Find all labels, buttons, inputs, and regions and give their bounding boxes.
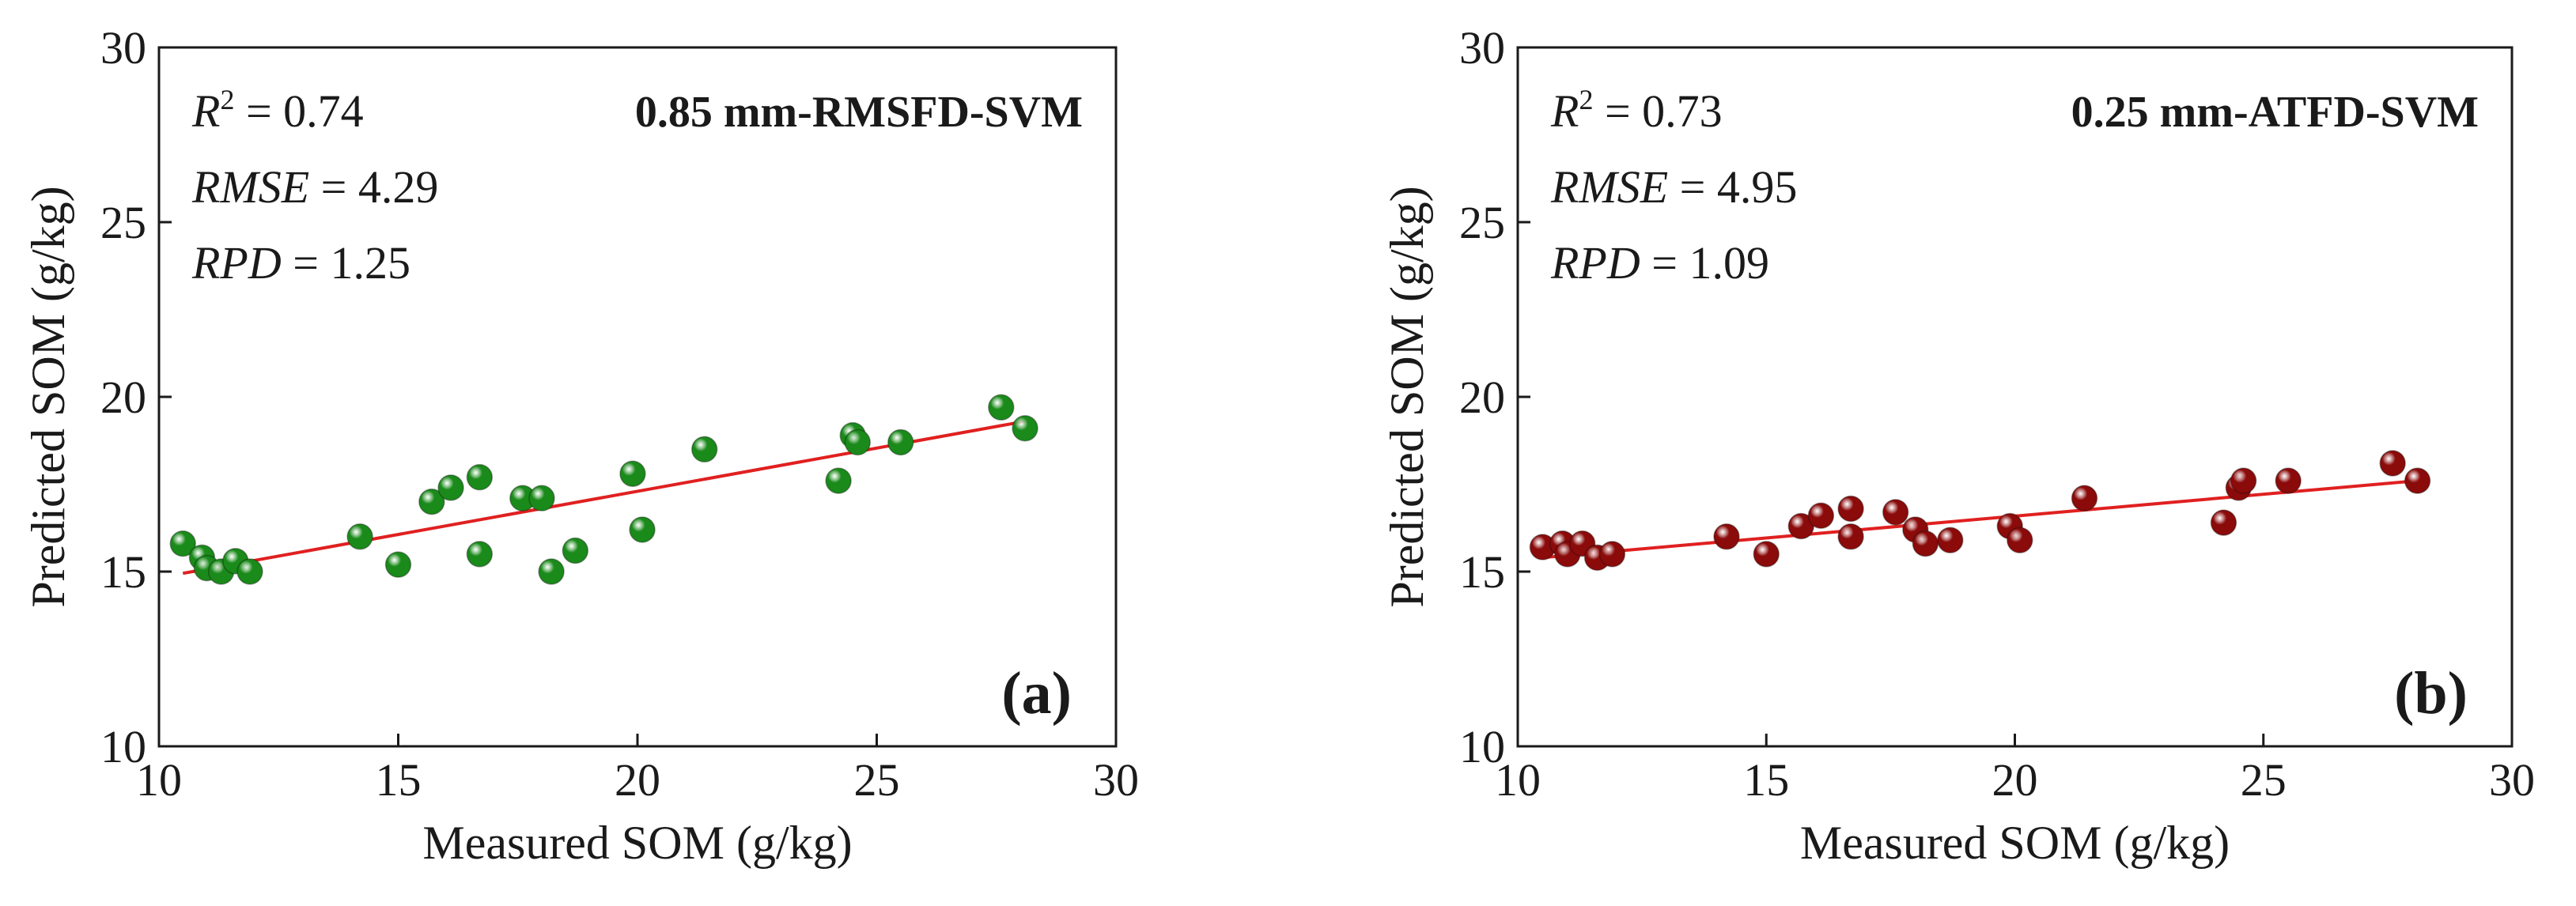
rmse-label: RMSE bbox=[1550, 161, 1668, 213]
data-point bbox=[1937, 527, 1964, 553]
x-tick-label: 30 bbox=[2489, 754, 2535, 806]
y-tick-label: 15 bbox=[100, 546, 146, 598]
y-axis-label: Predicted SOM (g/kg) bbox=[22, 186, 74, 607]
y-tick-label: 20 bbox=[1459, 372, 1505, 423]
y-axis-label: Predicted SOM (g/kg) bbox=[1381, 186, 1433, 607]
data-point bbox=[1912, 530, 1939, 557]
x-tick-label: 25 bbox=[2241, 754, 2287, 806]
data-point bbox=[2379, 450, 2406, 477]
panel-tag: (b) bbox=[2394, 660, 2468, 727]
regression-line bbox=[182, 419, 1026, 576]
y-tick-label: 20 bbox=[100, 372, 146, 423]
data-point bbox=[562, 537, 589, 564]
rpd-stat: RPD = 1.09 bbox=[1550, 237, 1769, 289]
x-axis-label: Measured SOM (g/kg) bbox=[422, 817, 852, 869]
panel-b: 10 15 20 25 30 10 15 20 25 30 Measured SOM (g/kg) P… bbox=[1381, 22, 2535, 869]
data-point bbox=[236, 558, 263, 585]
rpd-stat: RPD = 1.25 bbox=[191, 237, 410, 289]
r-squared-superscript: 2 bbox=[1579, 84, 1593, 115]
r-squared-value: = 0.73 bbox=[1593, 85, 1722, 137]
model-title: 0.85 mm-RMSFD-SVM bbox=[635, 88, 1083, 137]
x-tick-label: 15 bbox=[376, 754, 422, 806]
data-point bbox=[988, 394, 1015, 421]
data-point bbox=[825, 467, 852, 494]
x-tick-label: 20 bbox=[1992, 754, 2038, 806]
y-tick-label: 25 bbox=[100, 197, 146, 248]
data-point bbox=[1882, 499, 1909, 526]
data-point bbox=[418, 488, 445, 515]
r-squared-superscript: 2 bbox=[220, 84, 234, 115]
panel-a: 10 15 20 25 30 10 15 20 25 30 Measured SOM (g/kg) P… bbox=[22, 22, 1139, 869]
rpd-label: RPD bbox=[1550, 237, 1640, 289]
data-point bbox=[1787, 512, 1814, 540]
data-point bbox=[2230, 467, 2257, 494]
rpd-value: = 1.25 bbox=[282, 237, 410, 289]
data-point bbox=[169, 530, 196, 557]
rmse-label: RMSE bbox=[191, 161, 309, 213]
data-point bbox=[2007, 527, 2033, 553]
r-squared-label: R bbox=[191, 85, 220, 137]
data-point bbox=[1837, 523, 1864, 550]
r-squared-stat: R2 = 0.74 bbox=[191, 84, 364, 137]
x-tick-label: 25 bbox=[854, 754, 900, 806]
data-point bbox=[466, 541, 494, 568]
rpd-value: = 1.09 bbox=[1640, 237, 1769, 289]
model-title: 0.25 mm-ATFD-SVM bbox=[2071, 88, 2479, 137]
r-squared-label: R bbox=[1550, 85, 1579, 137]
regression-line bbox=[1542, 479, 2418, 560]
panel-tag: (a) bbox=[1001, 660, 1072, 727]
y-tick-label: 30 bbox=[1459, 22, 1505, 74]
y-tick-label: 30 bbox=[100, 22, 146, 74]
y-tick-label: 10 bbox=[100, 721, 146, 772]
y-tick-label: 15 bbox=[1459, 546, 1505, 598]
data-point bbox=[690, 436, 718, 463]
data-point bbox=[538, 558, 565, 585]
data-point bbox=[437, 474, 464, 501]
data-point bbox=[2404, 467, 2431, 494]
x-axis-label: Measured SOM (g/kg) bbox=[1800, 817, 2230, 869]
x-tick-label: 10 bbox=[136, 754, 182, 806]
rmse-value: = 4.95 bbox=[1668, 161, 1797, 213]
data-point bbox=[2275, 467, 2302, 494]
data-point bbox=[1012, 415, 1038, 442]
y-tick-label: 10 bbox=[1459, 721, 1505, 772]
rmse-stat: RMSE = 4.29 bbox=[191, 161, 438, 213]
data-point bbox=[384, 551, 412, 578]
data-point bbox=[844, 428, 872, 456]
x-tick-label: 30 bbox=[1093, 754, 1139, 806]
data-point bbox=[1807, 502, 1835, 530]
x-tick-label: 20 bbox=[615, 754, 660, 806]
rmse-value: = 4.29 bbox=[309, 161, 438, 213]
data-point bbox=[346, 523, 373, 550]
plot-frame-a bbox=[157, 46, 1118, 748]
data-point bbox=[2210, 509, 2237, 536]
x-tick-label: 15 bbox=[1743, 754, 1789, 806]
data-point bbox=[619, 460, 646, 487]
data-point bbox=[1837, 495, 1864, 523]
data-point bbox=[466, 463, 494, 491]
r-squared-stat: R2 = 0.73 bbox=[1550, 84, 1723, 137]
plot-frame-b bbox=[1516, 46, 2514, 748]
data-point bbox=[629, 516, 656, 543]
data-point bbox=[2071, 485, 2098, 512]
data-point bbox=[528, 485, 555, 512]
r-squared-value: = 0.74 bbox=[234, 85, 363, 137]
data-point bbox=[1713, 523, 1740, 550]
data-point bbox=[1598, 541, 1626, 568]
data-point bbox=[887, 428, 914, 456]
x-tick-label: 10 bbox=[1495, 754, 1541, 806]
data-point bbox=[1753, 541, 1780, 568]
y-tick-label: 25 bbox=[1459, 197, 1505, 248]
rpd-label: RPD bbox=[191, 237, 282, 289]
rmse-stat: RMSE = 4.95 bbox=[1550, 161, 1797, 213]
